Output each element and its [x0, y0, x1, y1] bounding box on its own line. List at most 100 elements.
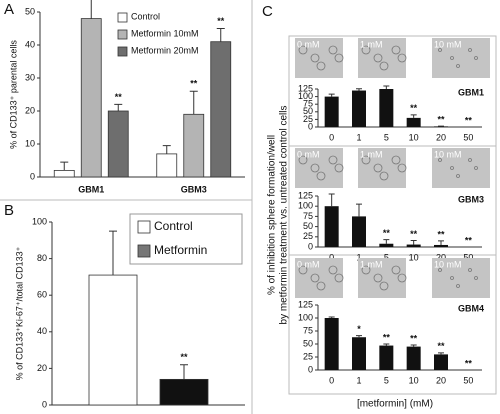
micrograph-label: 1 mM [360, 39, 383, 49]
micrograph-image [432, 38, 490, 78]
error-bar [356, 88, 362, 91]
significance-label: ** [437, 114, 445, 124]
sphere [474, 276, 478, 280]
micrograph [432, 258, 490, 298]
significance-label: * [357, 324, 361, 334]
y-tick-label: 50 [303, 221, 313, 231]
sphere [450, 56, 454, 60]
sphere [391, 155, 401, 165]
y-tick-label: 50 [303, 338, 313, 348]
legend-swatch [117, 29, 128, 40]
bar [88, 274, 138, 406]
micrograph-image [432, 148, 490, 188]
sphere [334, 273, 344, 283]
micrograph [358, 38, 407, 78]
bar [406, 244, 421, 247]
significance-label: ** [190, 79, 198, 89]
sphere [397, 53, 407, 63]
sphere [379, 281, 389, 291]
x-tick-label: 20 [436, 252, 446, 262]
sphere [361, 155, 371, 165]
y-tick-label: 25 [303, 351, 313, 361]
legend-swatch [117, 12, 128, 23]
subplot-title: GBM1 [458, 87, 484, 97]
sphere [310, 273, 320, 283]
sphere [328, 45, 338, 55]
y-axis-title: by metformin treatment vs. untreated con… [279, 106, 290, 325]
y-tick-label: 50 [25, 6, 35, 16]
error-bar [180, 364, 188, 380]
micrograph [295, 148, 344, 188]
sphere [361, 265, 371, 275]
y-tick-label: 60 [37, 290, 47, 300]
sphere [316, 61, 326, 71]
bar [324, 96, 339, 127]
y-tick-label: 25 [303, 114, 313, 124]
sphere [379, 61, 389, 71]
y-tick-label: 100 [298, 312, 313, 322]
subplot-title: GBM4 [458, 303, 484, 313]
sphere [316, 281, 326, 291]
y-tick-label: 0 [308, 241, 313, 251]
sphere [397, 273, 407, 283]
bar [406, 117, 421, 127]
significance-label: ** [465, 235, 473, 245]
error-bar [356, 203, 362, 217]
error-bar [216, 28, 225, 42]
error-bar [328, 93, 335, 97]
bar [379, 243, 394, 247]
significance-label: ** [410, 333, 418, 343]
y-tick-label: 100 [32, 216, 47, 226]
sphere [474, 166, 478, 170]
sphere [468, 158, 472, 162]
legend-swatch [137, 220, 151, 234]
micrograph-label: 0 mM [297, 39, 320, 49]
error-bar [383, 85, 390, 89]
bar [156, 153, 178, 178]
error-bar [438, 240, 444, 245]
micrograph-label: 1 mM [360, 149, 383, 159]
y-axis-title: % of inhibition sphere formation/well [267, 135, 278, 295]
y-tick-label: 125 [298, 299, 313, 309]
sphere [468, 48, 472, 52]
error-bar [356, 335, 362, 338]
y-tick-label: 0 [308, 364, 313, 374]
y-axis-title: % of CD133⁺ parental cells [8, 40, 18, 149]
sphere [391, 45, 401, 55]
sphere [456, 284, 460, 288]
error-bar [410, 344, 417, 347]
sphere [373, 53, 383, 63]
x-tick-label: 1 [356, 132, 361, 142]
sphere [373, 273, 383, 283]
significance-label: ** [437, 229, 445, 239]
error-bar [383, 343, 390, 346]
bar [352, 337, 366, 370]
sphere [298, 265, 308, 275]
y-tick-label: 125 [298, 190, 313, 200]
legend-label: Metformin 20mM [131, 45, 199, 55]
error-bar [189, 90, 198, 115]
error-bar [162, 145, 171, 154]
error-bar [438, 352, 444, 355]
error-bar [328, 193, 335, 207]
y-tick-label: 100 [298, 201, 313, 211]
error-bar [410, 239, 417, 245]
bar [434, 126, 448, 127]
sphere [438, 268, 442, 272]
micrograph [358, 148, 407, 188]
y-tick-label: 50 [303, 106, 313, 116]
y-tick-label: 75 [303, 211, 313, 221]
x-tick-label: 50 [463, 252, 473, 262]
panel-label: C [262, 3, 273, 20]
bar [159, 378, 209, 406]
significance-label: ** [437, 341, 445, 351]
y-tick-label: 40 [25, 39, 35, 49]
x-tick-label: 10 [409, 375, 419, 385]
panel-label: B [4, 202, 14, 219]
sphere [438, 48, 442, 52]
legend-label: Control [154, 219, 193, 233]
sphere [456, 174, 460, 178]
y-tick-label: 10 [25, 138, 35, 148]
y-tick-label: 0 [308, 121, 313, 131]
